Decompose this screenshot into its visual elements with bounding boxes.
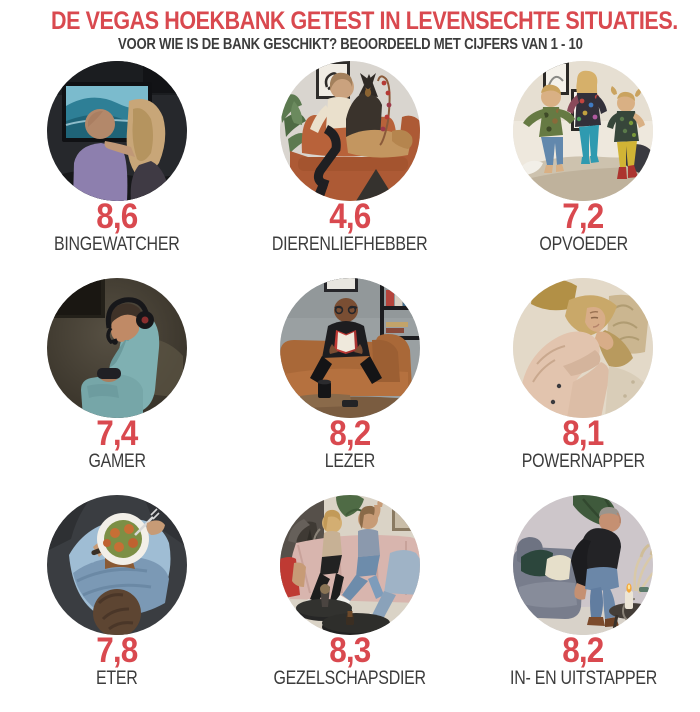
woman-with-dogs-illustration <box>279 61 420 201</box>
man-reading-illustration <box>279 278 420 418</box>
label-in-en-uitstapper: IN- EN UITSTAPPER <box>509 668 657 689</box>
friends-socializing-on-sofa-photo <box>279 495 420 635</box>
score-eter: 7,8 <box>96 631 138 670</box>
score-lezer: 8,2 <box>329 414 371 453</box>
score-dierenliefhebber: 4,6 <box>329 197 371 236</box>
label-eter: ETER <box>95 668 138 689</box>
score-bingewatcher: 8,6 <box>96 197 138 236</box>
page-title: DE VEGAS HOEKBANK GETEST IN LEVENSECHTE … <box>51 7 678 35</box>
score-gezelschapsdier: 8,3 <box>329 631 371 670</box>
rating-cell-opvoeder: 7,2 OPVOEDER <box>467 61 700 278</box>
label-dierenliefhebber: DIERENLIEFHEBBER <box>272 234 428 255</box>
rating-cell-gezelschapsdier: 8,3 GEZELSCHAPSDIER <box>233 495 466 712</box>
label-bingewatcher: BINGEWATCHER <box>53 234 180 255</box>
page-subtitle-text: VOOR WIE IS DE BANK GESCHIKT? BEOORDEELD… <box>117 36 583 53</box>
label-gamer: GAMER <box>88 451 146 472</box>
score-in-en-uitstapper: 8,2 <box>562 631 605 670</box>
label-opvoeder: OPVOEDER <box>539 234 628 255</box>
man-getting-up-from-sofa-photo <box>513 495 654 635</box>
rating-cell-in-en-uitstapper: 8,2 IN- EN UITSTAPPER <box>467 495 700 712</box>
page-subtitle: VOOR WIE IS DE BANK GESCHIKT? BEOORDEELD… <box>0 36 700 54</box>
rating-cell-bingewatcher: 8,6 BINGEWATCHER <box>0 61 233 278</box>
rating-cell-dierenliefhebber: 4,6 DIERENLIEFHEBBER <box>233 61 466 278</box>
rating-cell-powernapper: 8,1 POWERNAPPER <box>467 278 700 495</box>
couple-watching-tv-illustration <box>46 61 187 201</box>
couple-watching-tv-photo <box>46 61 187 201</box>
label-lezer: LEZER <box>324 451 376 472</box>
woman-napping-illustration <box>513 278 654 418</box>
man-eating-bowl-on-sofa-photo <box>46 495 187 635</box>
rating-cell-gamer: 7,4 GAMER <box>0 278 233 495</box>
woman-with-dogs-on-orange-sofa-photo <box>279 61 420 201</box>
header: DE VEGAS HOEKBANK GETEST IN LEVENSECHTE … <box>0 0 700 54</box>
score-gamer: 7,4 <box>96 414 138 453</box>
rating-cell-eter: 7,8 ETER <box>0 495 233 712</box>
woman-napping-on-sofa-photo <box>513 278 654 418</box>
score-opvoeder: 7,2 <box>562 197 605 236</box>
man-gaming-with-headset-photo <box>46 278 187 418</box>
man-reading-red-book-photo <box>279 278 420 418</box>
score-powernapper: 8,1 <box>562 414 605 453</box>
children-jumping-illustration <box>513 61 654 201</box>
man-eating-illustration <box>46 495 187 635</box>
ratings-grid: 8,6 BINGEWATCHER <box>0 61 700 712</box>
label-powernapper: POWERNAPPER <box>521 451 645 472</box>
label-gezelschapsdier: GEZELSCHAPSDIER <box>273 668 427 689</box>
children-jumping-on-sofa-photo <box>513 61 654 201</box>
man-gaming-illustration <box>46 278 187 418</box>
man-getting-up-illustration <box>513 495 654 635</box>
friends-socializing-illustration <box>279 495 420 635</box>
rating-cell-lezer: 8,2 LEZER <box>233 278 466 495</box>
